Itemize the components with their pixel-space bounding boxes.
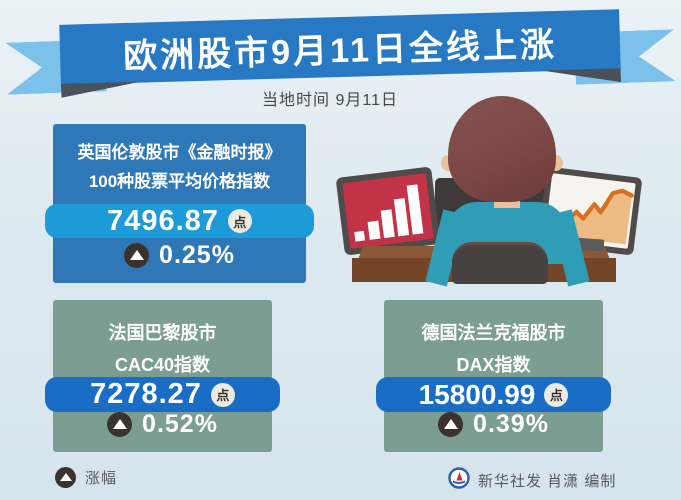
- index-change: 0.39%: [473, 410, 549, 438]
- index-card-germany-dax: 德国法兰克福股市 DAX指数 15800.99 点 0.39%: [376, 300, 611, 452]
- index-value-pill: 7496.87 点: [45, 204, 314, 238]
- index-value: 7278.27: [90, 378, 202, 410]
- index-card-title: 英国伦敦股市《金融时报》 100种股票平均价格指数: [53, 138, 306, 196]
- unit-badge: 点: [227, 209, 252, 233]
- index-change-row: 0.25%: [53, 241, 306, 270]
- index-card-france-cac40: 法国巴黎股市 CAC40指数 7278.27 点 0.52%: [45, 300, 280, 452]
- unit-badge: 点: [544, 382, 569, 407]
- index-card-uk-ftse100: 英国伦敦股市《金融时报》 100种股票平均价格指数 7496.87 点 0.25…: [45, 124, 314, 283]
- up-arrow-icon: [438, 412, 464, 437]
- index-value: 15800.99: [418, 378, 536, 410]
- index-change: 0.25%: [159, 241, 235, 269]
- index-card-title: 德国法兰克福股市 DAX指数: [384, 317, 603, 381]
- index-card-title: 法国巴黎股市 CAC40指数: [53, 317, 272, 381]
- index-title-line1: 德国法兰克福股市: [421, 323, 566, 343]
- legend-label: 涨幅: [85, 470, 118, 487]
- index-value: 7496.87: [107, 204, 219, 237]
- index-title-line1: 法国巴黎股市: [108, 323, 217, 343]
- up-arrow-icon: [124, 243, 150, 268]
- bar-chart-icon: [342, 173, 434, 249]
- index-title-line1: 英国伦敦股市《金融时报》: [77, 143, 282, 162]
- monitor-left: [335, 166, 441, 271]
- trader-head: [448, 96, 556, 202]
- index-change-row: 0.52%: [53, 410, 272, 439]
- chair-back: [452, 242, 548, 284]
- index-value-pill: 7278.27 点: [45, 377, 280, 412]
- index-title-line2: 100种股票平均价格指数: [88, 172, 271, 191]
- credit-text: 新华社发 肖潇 编制: [478, 473, 617, 490]
- up-arrow-icon: [107, 412, 133, 437]
- page-subtitle: 当地时间 9月11日: [262, 92, 398, 109]
- index-title-line2: DAX指数: [456, 355, 531, 375]
- up-arrow-icon: [55, 467, 76, 488]
- xinhua-logo-icon: [448, 467, 470, 494]
- index-change-row: 0.39%: [384, 410, 603, 439]
- legend: 涨幅: [55, 467, 117, 488]
- credit: 新华社发 肖潇 编制: [448, 467, 616, 494]
- unit-badge: 点: [210, 382, 235, 407]
- index-value-pill: 15800.99 点: [376, 377, 611, 412]
- index-title-line2: CAC40指数: [114, 355, 211, 375]
- index-change: 0.52%: [142, 410, 218, 438]
